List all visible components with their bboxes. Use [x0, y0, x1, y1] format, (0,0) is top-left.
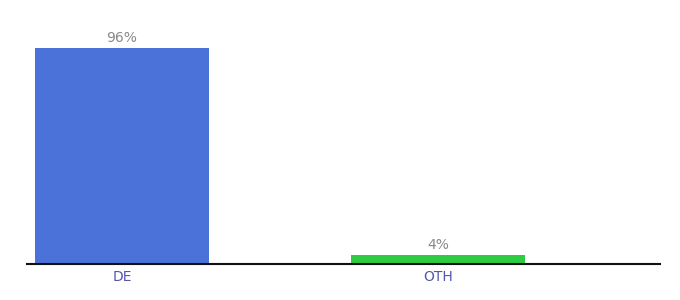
Bar — [35, 48, 209, 264]
Text: 96%: 96% — [107, 31, 137, 45]
Text: 4%: 4% — [427, 238, 449, 252]
Bar — [352, 255, 525, 264]
